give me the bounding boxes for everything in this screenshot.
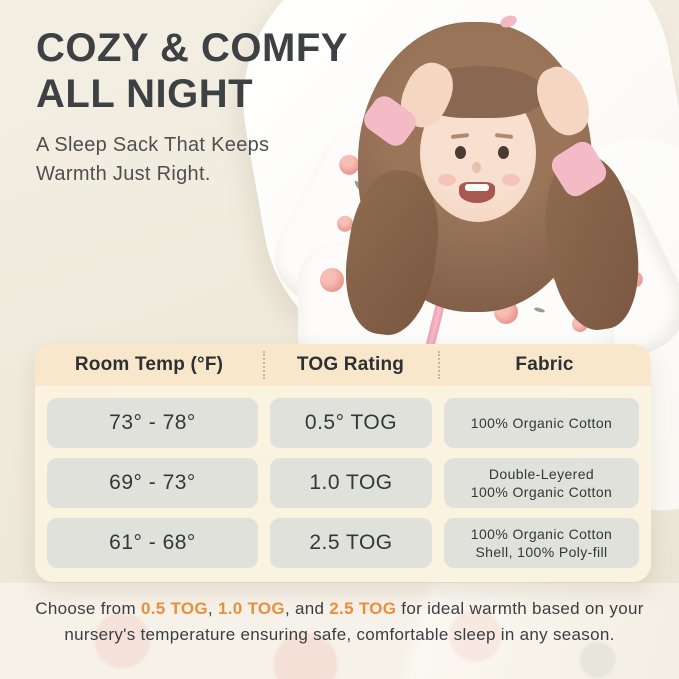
table-body: 73° - 78° 0.5° TOG 100% Organic Cotton 6…	[35, 386, 651, 582]
header-divider-2	[438, 351, 440, 379]
header-tog-rating: TOG Rating	[296, 354, 405, 375]
bottom-caption: Choose from 0.5 TOG, 1.0 TOG, and 2.5 TO…	[34, 596, 645, 649]
page-title: COZY & COMFY ALL NIGHT	[36, 26, 348, 117]
tog-cell: 0.5° TOG	[270, 398, 432, 448]
nose	[472, 162, 481, 173]
title-line-1: COZY & COMFY	[36, 26, 348, 70]
caption-text: for ideal warmth based on your nursery's…	[64, 599, 644, 645]
fabric-line: 100% Organic Cotton	[470, 525, 613, 542]
subtitle-line-2: Warmth Just Right.	[36, 163, 211, 186]
title-line-2: ALL NIGHT	[36, 71, 254, 116]
fabric-line: 100% Organic Cotton	[470, 484, 613, 500]
room-temp-cell: 61° - 68°	[47, 518, 258, 568]
tog-cell: 1.0 TOG	[270, 458, 432, 508]
room-temp-cell: 69° - 73°	[47, 458, 258, 508]
header-divider-1	[263, 351, 265, 379]
fabric-line: Double-Leyered	[488, 465, 595, 482]
fabric-line: Shell, 100% Poly-fill	[475, 544, 608, 560]
subtitle-line-1: A Sleep Sack That Keeps	[36, 134, 270, 157]
hero-text: COZY & COMFY ALL NIGHT A Sleep Sack That…	[36, 26, 348, 189]
fabric-cell: Double-Leyered 100% Organic Cotton	[444, 458, 639, 508]
table-header-row: Room Temp (°F) TOG Rating Fabric	[35, 344, 651, 386]
caption-tog-05: 0.5 TOG	[140, 599, 208, 618]
tog-comparison-table: Room Temp (°F) TOG Rating Fabric 73° - 7…	[35, 344, 651, 582]
caption-text: Choose from	[35, 599, 141, 618]
caption-text: ,	[207, 599, 218, 618]
eye-left	[455, 146, 466, 159]
header-room-temp: Room Temp (°F)	[74, 354, 224, 375]
tog-cell: 2.5 TOG	[270, 518, 432, 568]
header-fabric: Fabric	[515, 354, 574, 375]
room-temp-cell: 73° - 78°	[47, 398, 258, 448]
caption-text: , and	[284, 599, 330, 618]
fabric-cell: 100% Organic Cotton Shell, 100% Poly-fil…	[444, 518, 639, 568]
cheek-left	[438, 174, 456, 186]
cheek-right	[502, 174, 520, 186]
mouth	[459, 182, 495, 203]
page-subtitle: A Sleep Sack That Keeps Warmth Just Righ…	[36, 131, 348, 189]
table-row: 61° - 68° 2.5 TOG 100% Organic Cotton Sh…	[47, 518, 639, 568]
table-row: 69° - 73° 1.0 TOG Double-Leyered 100% Or…	[47, 458, 639, 508]
floral-fabric-band	[0, 583, 679, 679]
caption-tog-25: 2.5 TOG	[329, 599, 397, 618]
eye-right	[498, 146, 509, 159]
caption-tog-10: 1.0 TOG	[217, 599, 285, 618]
fabric-cell: 100% Organic Cotton	[444, 398, 639, 448]
table-row: 73° - 78° 0.5° TOG 100% Organic Cotton	[47, 398, 639, 448]
fabric-line: 100% Organic Cotton	[470, 414, 613, 431]
